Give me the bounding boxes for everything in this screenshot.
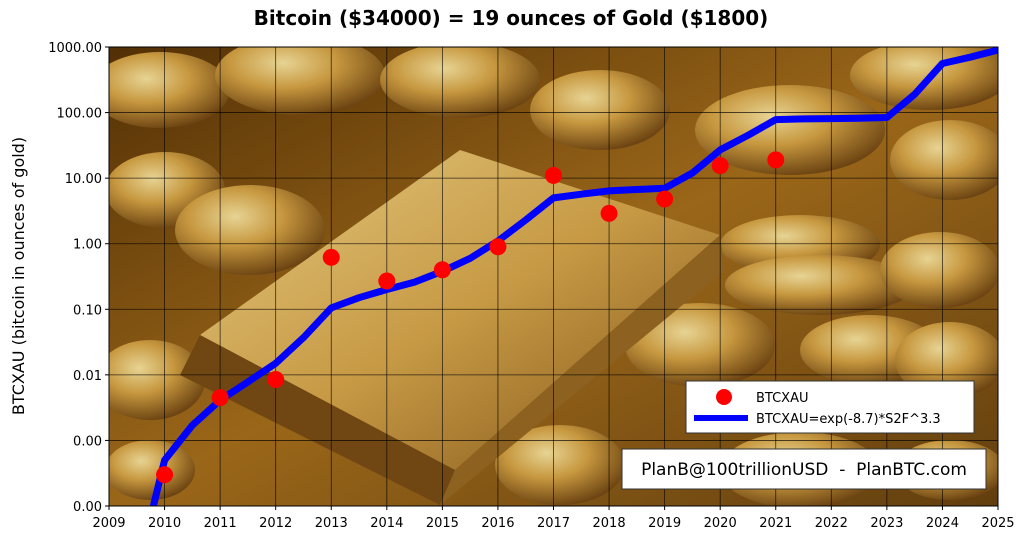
x-tick-label: 2016 (481, 516, 514, 531)
chart-title: Bitcoin ($34000) = 19 ounces of Gold ($1… (254, 6, 769, 30)
btcxau-point (711, 157, 729, 175)
legend-label-model: BTCXAU=exp(-8.7)*S2F^3.3 (756, 412, 941, 427)
legend-box (685, 380, 975, 434)
x-tick-label: 2017 (537, 516, 570, 531)
x-tick-label: 2014 (370, 516, 403, 531)
btcxau-point (545, 166, 562, 184)
y-tick-label: 10.00 (65, 172, 102, 187)
x-tick-label: 2023 (870, 516, 903, 531)
btcxau-point (267, 370, 285, 388)
btcxau-point (156, 466, 174, 484)
y-tick-label: 0.10 (73, 303, 102, 318)
x-tick-label: 2021 (759, 516, 792, 531)
legend: BTCXAU BTCXAU=exp(-8.7)*S2F^3.3 (685, 380, 975, 434)
btcxau-point (489, 238, 507, 256)
y-tick-label: 1000.00 (48, 41, 102, 56)
x-tick-label: 2019 (648, 516, 681, 531)
y-tick-label: 1.00 (73, 238, 102, 253)
watermark-text: PlanB@100trillionUSD - PlanBTC.com (641, 460, 967, 480)
legend-marker-btcxau (716, 389, 732, 405)
x-tick-label: 2012 (259, 516, 292, 531)
y-tick-label: 100.00 (57, 107, 103, 122)
btcxau-point (211, 389, 229, 407)
y-tick-label: 0.00 (73, 434, 102, 449)
btcxau-point (378, 272, 396, 290)
axes: 2009 2010 2011 2012 2013 2014 2015 2016 2017 2018… (48, 41, 1014, 531)
x-tick-label: 2018 (593, 516, 626, 531)
btcxau-point (767, 151, 785, 169)
btcxau-point (322, 248, 340, 266)
watermark-box (621, 448, 987, 490)
x-tick-label: 2025 (981, 516, 1014, 531)
plot-area (109, 47, 998, 506)
legend-label-btcxau: BTCXAU (756, 391, 809, 406)
btcxau-point (433, 261, 451, 279)
y-axis-label: BTCXAU (bitcoin in ounces of gold) (9, 137, 28, 415)
x-tick-label: 2013 (315, 516, 348, 531)
btcxau-point (656, 190, 674, 208)
x-tick-label: 2020 (704, 516, 737, 531)
btcxau-point (600, 204, 618, 222)
y-tick-label: 0.01 (73, 369, 102, 384)
x-tick-label: 2009 (92, 516, 125, 531)
x-tick-label: 2011 (204, 516, 237, 531)
x-tick-label: 2024 (926, 516, 959, 531)
model-line (149, 47, 998, 506)
y-tick-label: 0.00 (73, 500, 102, 515)
x-tick-label: 2022 (815, 516, 848, 531)
watermark: PlanB@100trillionUSD - PlanBTC.com (621, 448, 987, 490)
x-tick-label: 2010 (148, 516, 181, 531)
x-tick-label: 2015 (426, 516, 459, 531)
data-marks (149, 47, 998, 506)
